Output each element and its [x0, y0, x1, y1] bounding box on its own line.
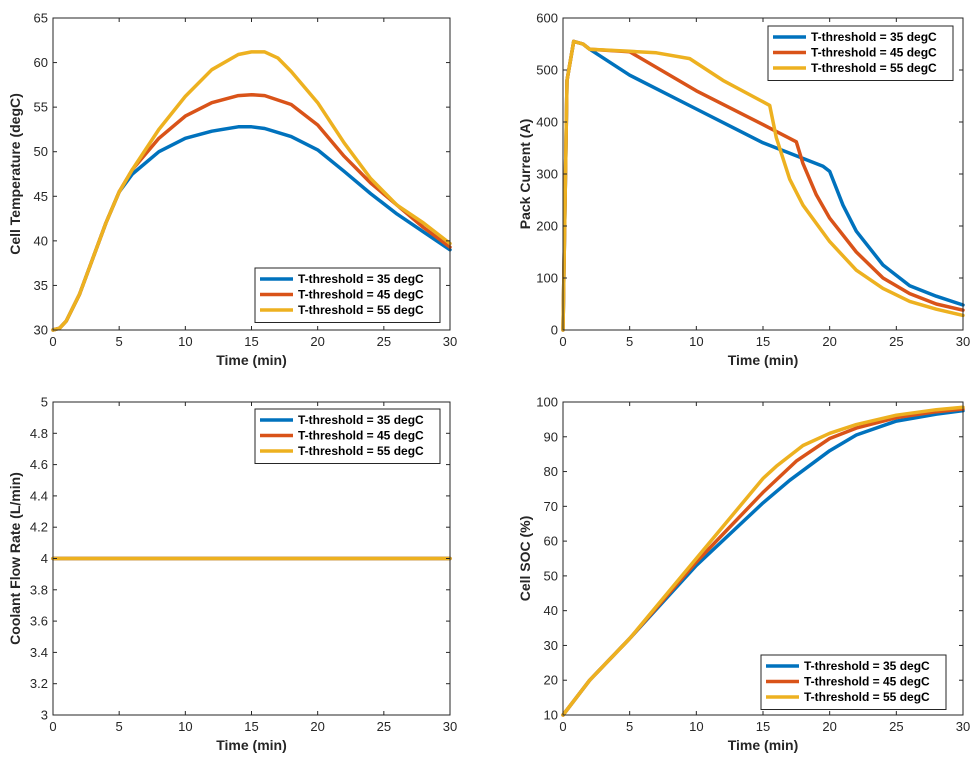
y-axis-label: Pack Current (A)	[517, 119, 533, 229]
y-tick-label: 400	[536, 115, 558, 130]
y-tick-label: 10	[544, 708, 558, 723]
y-tick-label: 0	[551, 323, 558, 338]
x-axis-label: Time (min)	[728, 737, 799, 753]
y-tick-label: 4.6	[30, 457, 48, 472]
y-tick-label: 3.4	[30, 645, 48, 660]
legend-label-2: T-threshold = 45 degC	[298, 288, 424, 302]
x-tick-label: 20	[310, 334, 324, 349]
x-tick-label: 25	[377, 719, 391, 734]
legend-label-3: T-threshold = 55 degC	[811, 61, 937, 75]
legend-label-1: T-threshold = 35 degC	[298, 413, 424, 427]
x-tick-label: 25	[377, 334, 391, 349]
x-tick-label: 10	[689, 334, 703, 349]
y-tick-label: 50	[544, 568, 558, 583]
y-tick-label: 60	[34, 55, 48, 70]
y-tick-label: 45	[34, 189, 48, 204]
x-tick-label: 0	[49, 334, 56, 349]
legend-label-1: T-threshold = 35 degC	[298, 272, 424, 286]
x-tick-label: 10	[178, 719, 192, 734]
y-tick-label: 500	[536, 63, 558, 78]
y-tick-label: 4	[41, 551, 48, 566]
x-tick-label: 10	[689, 719, 703, 734]
x-tick-label: 0	[559, 719, 566, 734]
y-tick-label: 3	[41, 708, 48, 723]
legend: T-threshold = 35 degC T-threshold = 45 de…	[254, 408, 441, 464]
y-tick-label: 55	[34, 100, 48, 115]
legend-label-3: T-threshold = 55 degC	[298, 303, 424, 317]
x-tick-label: 5	[626, 719, 633, 734]
y-tick-label: 3.2	[30, 676, 48, 691]
x-tick-label: 10	[178, 334, 192, 349]
y-tick-label: 600	[536, 11, 558, 26]
x-tick-label: 20	[310, 719, 324, 734]
x-tick-label: 30	[956, 719, 970, 734]
legend: T-threshold = 35 degC T-threshold = 45 de…	[767, 25, 954, 81]
x-tick-label: 25	[889, 719, 903, 734]
y-tick-label: 80	[544, 464, 558, 479]
chart-panel-3: 0 5 10 15 20 25 30 3 3.2 3.4 3.6 3.8 4 4.2 4.4 4.6 4.8 5 T…	[7, 395, 457, 754]
y-tick-label: 300	[536, 167, 558, 182]
x-tick-label: 0	[559, 334, 566, 349]
y-tick-label: 30	[544, 638, 558, 653]
legend-label-2: T-threshold = 45 degC	[804, 675, 930, 689]
y-tick-label: 4.2	[30, 520, 48, 535]
y-tick-label: 5	[41, 395, 48, 410]
chart-panel-1: 0 5 10 15 20 25 30 30 35 40 45 50 55 60 65 Time (min) Ce…	[7, 11, 457, 369]
y-axis-label: Cell SOC (%)	[517, 516, 533, 602]
y-tick-label: 90	[544, 429, 558, 444]
x-tick-label: 15	[244, 719, 258, 734]
legend-label-2: T-threshold = 45 degC	[811, 46, 937, 60]
legend-label-2: T-threshold = 45 degC	[298, 429, 424, 443]
series-line-3	[561, 39, 965, 332]
legend-label-1: T-threshold = 35 degC	[804, 659, 930, 673]
y-axis-label: Cell Temperature (degC)	[7, 93, 23, 255]
x-tick-label: 30	[443, 334, 457, 349]
legend-label-3: T-threshold = 55 degC	[804, 690, 930, 704]
legend-label-1: T-threshold = 35 degC	[811, 30, 937, 44]
x-tick-label: 5	[116, 334, 123, 349]
x-tick-label: 5	[626, 334, 633, 349]
y-tick-label: 100	[536, 395, 558, 410]
y-tick-label: 70	[544, 499, 558, 514]
y-tick-label: 40	[34, 233, 48, 248]
chart-panel-4: 0 5 10 15 20 25 30 10 20 30 40 50 60 70 80 90 100 Time (m…	[517, 395, 970, 754]
y-tick-label: 60	[544, 534, 558, 549]
y-tick-label: 3.6	[30, 614, 48, 629]
y-tick-label: 40	[544, 603, 558, 618]
legend-label-3: T-threshold = 55 degC	[298, 444, 424, 458]
y-tick-label: 100	[536, 271, 558, 286]
y-tick-label: 20	[544, 673, 558, 688]
y-tick-label: 200	[536, 219, 558, 234]
x-tick-label: 30	[956, 334, 970, 349]
series-line-3	[561, 405, 965, 717]
y-tick-label: 35	[34, 278, 48, 293]
y-tick-label: 4.4	[30, 488, 48, 503]
y-axis-label: Coolant Flow Rate (L/min)	[7, 472, 23, 645]
x-tick-label: 25	[889, 334, 903, 349]
y-tick-label: 50	[34, 144, 48, 159]
y-tick-label: 3.8	[30, 582, 48, 597]
x-tick-label: 15	[756, 719, 770, 734]
legend: T-threshold = 35 degC T-threshold = 45 de…	[760, 654, 947, 710]
x-tick-label: 20	[822, 334, 836, 349]
y-tick-label: 30	[34, 323, 48, 338]
legend: T-threshold = 35 degC T-threshold = 45 de…	[254, 267, 441, 323]
x-tick-label: 20	[822, 719, 836, 734]
x-axis-label: Time (min)	[728, 352, 799, 368]
x-tick-label: 0	[49, 719, 56, 734]
x-tick-label: 5	[116, 719, 123, 734]
y-tick-label: 4.8	[30, 426, 48, 441]
x-tick-label: 15	[756, 334, 770, 349]
series-line-3	[51, 50, 452, 332]
x-axis-label: Time (min)	[216, 352, 287, 368]
x-axis-label: Time (min)	[216, 737, 287, 753]
y-tick-label: 65	[34, 11, 48, 26]
x-tick-label: 30	[443, 719, 457, 734]
x-tick-label: 15	[244, 334, 258, 349]
